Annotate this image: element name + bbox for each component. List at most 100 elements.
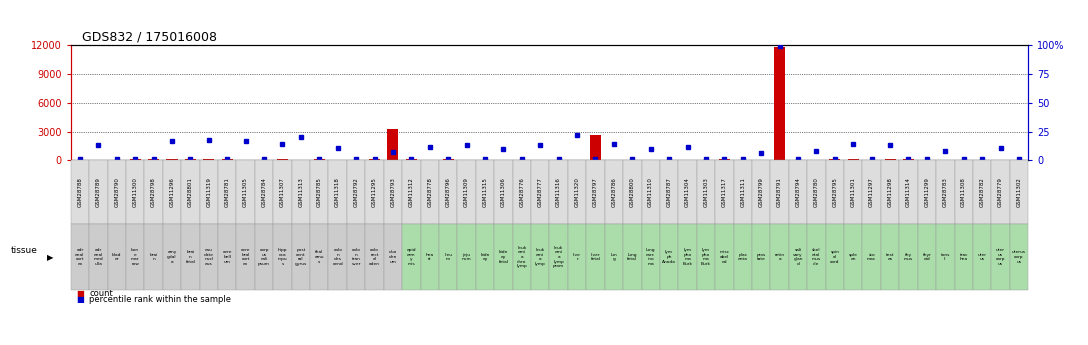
Text: GSM28784: GSM28784 <box>261 177 267 207</box>
Text: GSM11303: GSM11303 <box>704 177 708 207</box>
Text: live
r: live r <box>573 253 581 261</box>
Text: lym
pho
ma
Burk: lym pho ma Burk <box>682 248 693 266</box>
Text: lun
g: lun g <box>610 253 617 261</box>
Text: leuk
emi
a
lymp
prom: leuk emi a lymp prom <box>553 246 565 268</box>
Text: colo
n
tran
sver: colo n tran sver <box>351 248 361 266</box>
Text: GSM11306: GSM11306 <box>500 177 506 207</box>
Text: GSM11315: GSM11315 <box>482 177 487 207</box>
Text: GSM28786: GSM28786 <box>611 177 617 207</box>
Text: cere
bral
cort
ex: cere bral cort ex <box>240 248 250 266</box>
Text: thyr
oid: thyr oid <box>923 253 931 261</box>
Bar <box>148 159 159 160</box>
Text: GSM28785: GSM28785 <box>317 177 322 207</box>
Text: GSM28800: GSM28800 <box>630 177 634 207</box>
Text: GSM28777: GSM28777 <box>537 177 543 207</box>
Bar <box>553 159 565 160</box>
Text: lym
pho
ma
Burk: lym pho ma Burk <box>701 248 710 266</box>
Bar <box>774 47 786 160</box>
Text: thal
amu
s: thal amu s <box>314 250 324 264</box>
Bar <box>129 159 140 160</box>
Text: GSM11301: GSM11301 <box>851 177 856 207</box>
Bar <box>222 159 233 160</box>
Text: GSM28781: GSM28781 <box>225 177 230 207</box>
Bar <box>259 159 270 160</box>
Text: GSM28797: GSM28797 <box>593 177 598 207</box>
Text: GSM28801: GSM28801 <box>188 177 193 207</box>
Text: GSM11313: GSM11313 <box>298 177 304 207</box>
Text: tissue: tissue <box>11 246 38 255</box>
Text: duo
den
um: duo den um <box>388 250 397 264</box>
Text: GSM28779: GSM28779 <box>998 177 1003 207</box>
Text: lym
ph
Anoda: lym ph Anoda <box>663 250 676 264</box>
Text: colo
rect
al
aden: colo rect al aden <box>369 248 380 266</box>
Text: cere
bell
um: cere bell um <box>222 250 232 264</box>
Text: GSM11299: GSM11299 <box>925 177 929 207</box>
Text: GSM11304: GSM11304 <box>685 177 690 207</box>
Text: adr
enal
cort
ex: adr enal cort ex <box>75 248 85 266</box>
Text: brai
n: brai n <box>149 253 158 261</box>
Text: sali
vary
glan
d: sali vary glan d <box>793 248 803 266</box>
Text: leuk
emi
a
chro
lymp: leuk emi a chro lymp <box>517 246 528 268</box>
Text: ■: ■ <box>76 295 84 304</box>
Text: bon
e
mar
row: bon e mar row <box>131 248 139 266</box>
Text: adr
enal
med
ulla: adr enal med ulla <box>94 248 103 266</box>
Text: GSM28780: GSM28780 <box>814 177 819 207</box>
Text: ■: ■ <box>76 289 84 298</box>
Text: spin
al
cord: spin al cord <box>830 250 840 264</box>
Bar <box>443 159 454 160</box>
Text: post
cent
ral
gyrus: post cent ral gyrus <box>295 248 307 266</box>
Text: GSM11295: GSM11295 <box>372 177 378 207</box>
Text: GSM11316: GSM11316 <box>556 177 561 207</box>
Text: uter
us: uter us <box>978 253 987 261</box>
Bar <box>885 159 895 160</box>
Text: plac
enta: plac enta <box>738 253 747 261</box>
Text: uterus
corp
us: uterus corp us <box>1012 250 1026 264</box>
Text: skel
etal
mus
cle: skel etal mus cle <box>812 248 821 266</box>
Text: GSM11298: GSM11298 <box>888 177 892 207</box>
Text: GSM28789: GSM28789 <box>96 177 101 207</box>
Text: sple
en: sple en <box>849 253 857 261</box>
Text: colo
n
des
cend: colo n des cend <box>332 248 343 266</box>
Text: ▶: ▶ <box>47 253 53 262</box>
Bar <box>313 159 325 160</box>
Text: hea
rt: hea rt <box>425 253 434 261</box>
Text: GSM11297: GSM11297 <box>869 177 874 207</box>
Bar <box>903 159 914 160</box>
Bar <box>203 159 214 160</box>
Bar <box>719 159 730 160</box>
Text: GSM11311: GSM11311 <box>740 177 745 207</box>
Text: GSM11312: GSM11312 <box>409 177 413 207</box>
Text: GSM28788: GSM28788 <box>77 177 83 207</box>
Text: GSM28782: GSM28782 <box>979 177 985 207</box>
Text: percentile rank within the sample: percentile rank within the sample <box>89 295 232 304</box>
Text: pros
tate: pros tate <box>756 253 766 261</box>
Text: GSM11296: GSM11296 <box>170 177 174 207</box>
Text: blad
er: blad er <box>112 253 122 261</box>
Bar <box>406 159 417 160</box>
Text: misc
abel
ed: misc abel ed <box>719 250 729 264</box>
Text: GSM11309: GSM11309 <box>465 177 469 207</box>
Text: GSM11314: GSM11314 <box>906 177 911 207</box>
Bar <box>185 159 196 160</box>
Text: GSM28794: GSM28794 <box>795 177 801 207</box>
Text: GDS832 / 175016008: GDS832 / 175016008 <box>82 30 217 43</box>
Bar <box>369 159 380 160</box>
Text: test
es: test es <box>886 253 894 261</box>
Bar <box>277 159 288 160</box>
Text: epid
erm
y
mis: epid erm y mis <box>407 248 417 266</box>
Text: GSM11317: GSM11317 <box>721 177 727 207</box>
Text: tons
il: tons il <box>941 253 950 261</box>
Text: ileu
m: ileu m <box>444 253 453 261</box>
Text: GSM28798: GSM28798 <box>151 177 156 207</box>
Text: GSM28783: GSM28783 <box>943 177 948 207</box>
Text: GSM11302: GSM11302 <box>1016 177 1022 207</box>
Text: GSM28796: GSM28796 <box>446 177 450 207</box>
Text: GSM11308: GSM11308 <box>961 177 966 207</box>
Text: GSM28795: GSM28795 <box>832 177 838 207</box>
Text: jeju
num: jeju num <box>461 253 471 261</box>
Text: corp
us
cali
psum: corp us cali psum <box>258 248 270 266</box>
Text: uter
us
corp
us: uter us corp us <box>996 248 1005 266</box>
Bar <box>590 135 601 160</box>
Bar <box>387 129 398 160</box>
Text: GSM28791: GSM28791 <box>777 177 782 207</box>
